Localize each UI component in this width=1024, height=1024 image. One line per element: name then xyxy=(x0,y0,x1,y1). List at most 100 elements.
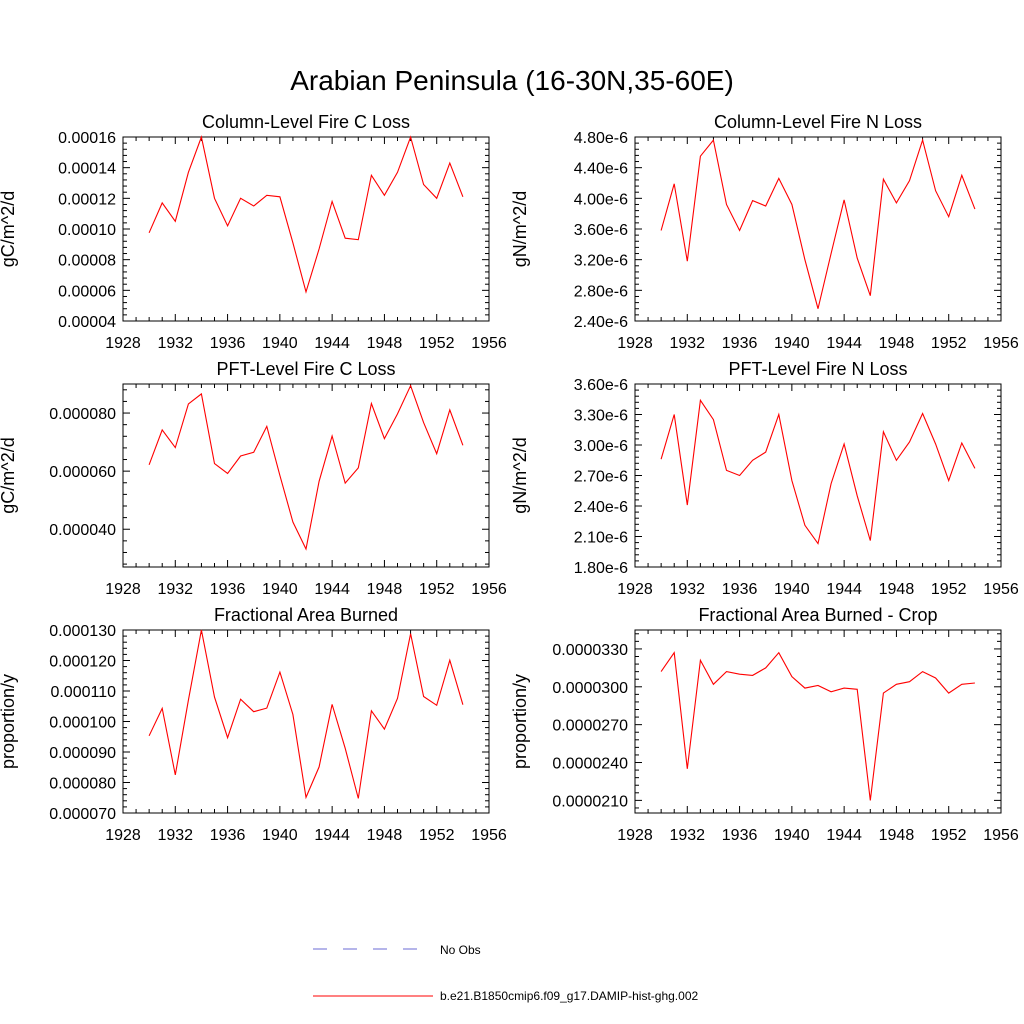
y-tick-label: 0.00012 xyxy=(58,191,116,208)
series-line xyxy=(148,384,464,551)
y-axis-label: gN/m^2/d xyxy=(510,191,530,267)
y-tick-label: 4.40e-6 xyxy=(574,161,628,178)
x-tick-label: 1956 xyxy=(471,335,507,352)
series-line xyxy=(148,135,464,294)
panel-title: Column-Level Fire N Loss xyxy=(714,112,922,132)
y-tick-label: 0.000040 xyxy=(49,522,116,539)
y-tick-label: 0.000070 xyxy=(49,806,116,823)
series-line xyxy=(148,629,464,800)
x-tick-label: 1940 xyxy=(262,827,298,844)
y-tick-label: 0.00004 xyxy=(58,314,116,331)
y-axis-label: proportion/y xyxy=(0,674,18,769)
x-tick-label: 1944 xyxy=(826,827,862,844)
x-tick-label: 1936 xyxy=(722,581,758,598)
x-tick-label: 1948 xyxy=(879,581,915,598)
x-tick-label: 1932 xyxy=(669,335,705,352)
x-tick-label: 1948 xyxy=(879,335,915,352)
series-line xyxy=(660,398,976,545)
series-line xyxy=(660,138,976,309)
x-tick-label: 1948 xyxy=(367,581,403,598)
x-tick-label: 1940 xyxy=(774,827,810,844)
series-line xyxy=(660,651,975,801)
y-tick-label: 3.00e-6 xyxy=(574,438,628,455)
y-tick-label: 4.00e-6 xyxy=(574,191,628,208)
y-tick-label: 0.000110 xyxy=(50,684,116,701)
y-tick-label: 3.30e-6 xyxy=(574,408,628,425)
y-tick-label: 0.0000270 xyxy=(552,718,628,735)
y-tick-label: 2.10e-6 xyxy=(574,530,628,547)
x-tick-label: 1932 xyxy=(157,335,193,352)
x-tick-label: 1928 xyxy=(617,335,653,352)
y-tick-label: 0.000120 xyxy=(49,654,116,671)
x-tick-label: 1944 xyxy=(314,581,350,598)
x-tick-label: 1932 xyxy=(669,581,705,598)
panel-title: Column-Level Fire C Loss xyxy=(202,112,410,132)
y-tick-label: 0.0000300 xyxy=(552,680,628,697)
y-tick-label: 2.40e-6 xyxy=(574,314,628,331)
x-tick-label: 1928 xyxy=(105,581,141,598)
y-tick-label: 3.20e-6 xyxy=(574,253,628,270)
y-axis-label: gC/m^2/d xyxy=(0,191,18,267)
y-tick-label: 0.0000210 xyxy=(552,793,628,810)
x-tick-label: 1932 xyxy=(157,827,193,844)
x-tick-label: 1952 xyxy=(931,827,967,844)
panel-4: 1928 1932 1936 1940 1944 1948 1952 1956 1.80e-6 2… xyxy=(510,359,1019,598)
panel-2: 1928 1932 1936 1940 1944 1948 1952 1956 2.40e-6 2… xyxy=(510,112,1019,352)
y-axis-label: gN/m^2/d xyxy=(510,437,530,513)
x-tick-label: 1936 xyxy=(210,827,246,844)
x-tick-label: 1948 xyxy=(367,827,403,844)
x-tick-label: 1944 xyxy=(314,335,350,352)
plot-frame xyxy=(634,629,1002,814)
x-tick-label: 1932 xyxy=(669,827,705,844)
y-tick-label: 0.000090 xyxy=(49,745,116,762)
y-axis-label: gC/m^2/d xyxy=(0,437,18,513)
y-tick-label: 0.000060 xyxy=(49,464,116,481)
x-tick-label: 1956 xyxy=(983,581,1019,598)
x-tick-label: 1940 xyxy=(774,581,810,598)
plot-frame xyxy=(122,383,490,568)
x-tick-label: 1944 xyxy=(314,827,350,844)
figure-title: Arabian Peninsula (16-30N,35-60E) xyxy=(290,65,734,96)
y-tick-label: 0.0000330 xyxy=(552,642,628,659)
y-tick-label: 0.00010 xyxy=(58,222,116,239)
y-tick-label: 0.00014 xyxy=(58,161,116,178)
y-tick-label: 3.60e-6 xyxy=(574,377,628,394)
x-tick-label: 1940 xyxy=(262,581,298,598)
panel-title: PFT-Level Fire N Loss xyxy=(728,359,907,379)
y-tick-label: 1.80e-6 xyxy=(574,560,628,577)
y-tick-label: 0.0000240 xyxy=(552,756,628,773)
panel-title: PFT-Level Fire C Loss xyxy=(216,359,395,379)
y-tick-label: 2.70e-6 xyxy=(574,469,628,486)
x-tick-label: 1932 xyxy=(157,581,193,598)
y-tick-label: 0.00006 xyxy=(58,283,116,300)
panel-6: 1928 1932 1936 1940 1944 1948 1952 1956 0.000021… xyxy=(510,605,1019,844)
x-tick-label: 1928 xyxy=(105,335,141,352)
x-tick-label: 1956 xyxy=(471,581,507,598)
y-tick-label: 0.00016 xyxy=(58,130,116,147)
x-tick-label: 1948 xyxy=(367,335,403,352)
panel-1: 1928 1932 1936 1940 1944 1948 1952 1956 0.00004 0… xyxy=(0,112,507,352)
plots-container: 1928 1932 1936 1940 1944 1948 1952 19560.000040… xyxy=(0,112,1019,844)
x-tick-label: 1936 xyxy=(210,335,246,352)
x-tick-label: 1928 xyxy=(105,827,141,844)
panel-5: 1928 1932 1936 1940 1944 1948 1952 1956 0.000070… xyxy=(0,605,507,844)
x-tick-label: 1948 xyxy=(879,827,915,844)
x-tick-label: 1956 xyxy=(983,827,1019,844)
x-tick-label: 1952 xyxy=(419,581,455,598)
x-tick-label: 1936 xyxy=(722,335,758,352)
x-tick-label: 1956 xyxy=(471,827,507,844)
x-tick-label: 1944 xyxy=(826,581,862,598)
y-tick-label: 0.000080 xyxy=(49,776,116,793)
plot-frame xyxy=(634,383,1002,568)
x-tick-label: 1936 xyxy=(210,581,246,598)
panel-title: Fractional Area Burned - Crop xyxy=(698,605,937,625)
x-tick-label: 1944 xyxy=(826,335,862,352)
plot-frame xyxy=(122,629,490,814)
y-tick-label: 4.80e-6 xyxy=(574,130,628,147)
y-tick-label: 2.80e-6 xyxy=(574,283,628,300)
x-tick-label: 1956 xyxy=(983,335,1019,352)
legend: No Obs b.e21.B1850cmip6.f09_g17.DAMIP-hi… xyxy=(313,943,698,1003)
x-tick-label: 1940 xyxy=(262,335,298,352)
y-axis-label: proportion/y xyxy=(510,674,530,769)
